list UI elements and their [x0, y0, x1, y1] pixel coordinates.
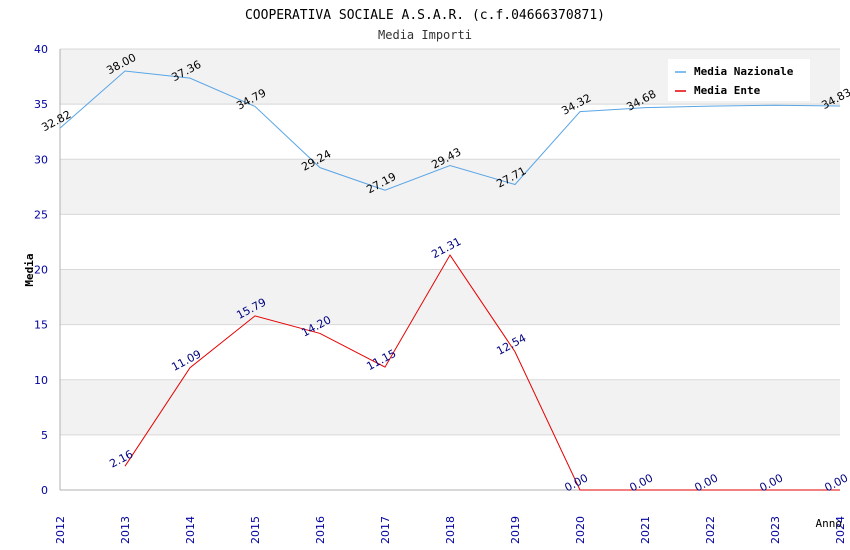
data-label: 0.00 — [692, 471, 720, 494]
x-tick-label: 2020 — [574, 516, 587, 544]
x-tick-label: 2015 — [249, 516, 262, 544]
x-tick-label: 2024 — [834, 516, 847, 544]
legend-label-media-ente: Media Ente — [694, 84, 761, 97]
legend: Media Nazionale Media Ente — [668, 59, 810, 101]
data-label: 0.00 — [757, 471, 785, 494]
y-tick-label: 40 — [34, 43, 48, 56]
x-tick-label: 2017 — [379, 516, 392, 544]
x-tick-label: 2019 — [509, 516, 522, 544]
x-tick-label: 2022 — [704, 516, 717, 544]
y-tick-label: 30 — [34, 153, 48, 166]
x-tick-label: 2012 — [54, 516, 67, 544]
y-tick-label: 20 — [34, 264, 48, 277]
x-tick-label: 2021 — [639, 516, 652, 544]
x-tick-label: 2014 — [184, 516, 197, 544]
legend-box — [668, 59, 810, 101]
y-tick-label: 5 — [41, 429, 48, 442]
data-label: 21.31 — [429, 235, 463, 261]
data-label: 2.16 — [107, 448, 135, 471]
series-lines — [59, 70, 841, 491]
data-label: 12.54 — [494, 332, 528, 358]
x-tick-label: 2016 — [314, 516, 327, 544]
y-tick-labels: 0 5 10 15 20 25 30 35 40 — [34, 43, 48, 497]
x-axis-label: Anno — [816, 517, 843, 530]
y-axis-label: Media — [23, 253, 36, 286]
y-tick-label: 35 — [34, 98, 48, 111]
data-label: 11.15 — [364, 347, 398, 373]
data-label: 32.82 — [39, 108, 73, 134]
plot-band — [60, 269, 840, 325]
legend-label-media-nazionale: Media Nazionale — [694, 65, 794, 78]
plot-band — [60, 159, 840, 215]
y-tick-label: 15 — [34, 319, 48, 332]
data-label: 0.00 — [822, 471, 850, 494]
x-tick-label: 2013 — [119, 516, 132, 544]
plot-background-bands — [60, 49, 840, 435]
y-tick-label: 10 — [34, 374, 48, 387]
y-tick-label: 0 — [41, 484, 48, 497]
data-label: 11.09 — [169, 348, 203, 374]
chart-subtitle: Media Importi — [378, 28, 472, 42]
x-tick-labels: 2012 2013 2014 2015 2016 2017 2018 2019 2020 2021… — [54, 516, 847, 544]
x-tick-label: 2023 — [769, 516, 782, 544]
series-line-media-ente — [124, 254, 840, 491]
x-tick-label: 2018 — [444, 516, 457, 544]
data-label: 0.00 — [562, 471, 590, 494]
plot-band — [60, 379, 840, 435]
data-label: 0.00 — [627, 471, 655, 494]
chart-title: COOPERATIVA SOCIALE A.S.A.R. (c.f.046663… — [245, 8, 605, 23]
series-line-media-nazionale — [59, 70, 841, 191]
y-tick-label: 25 — [34, 208, 48, 221]
